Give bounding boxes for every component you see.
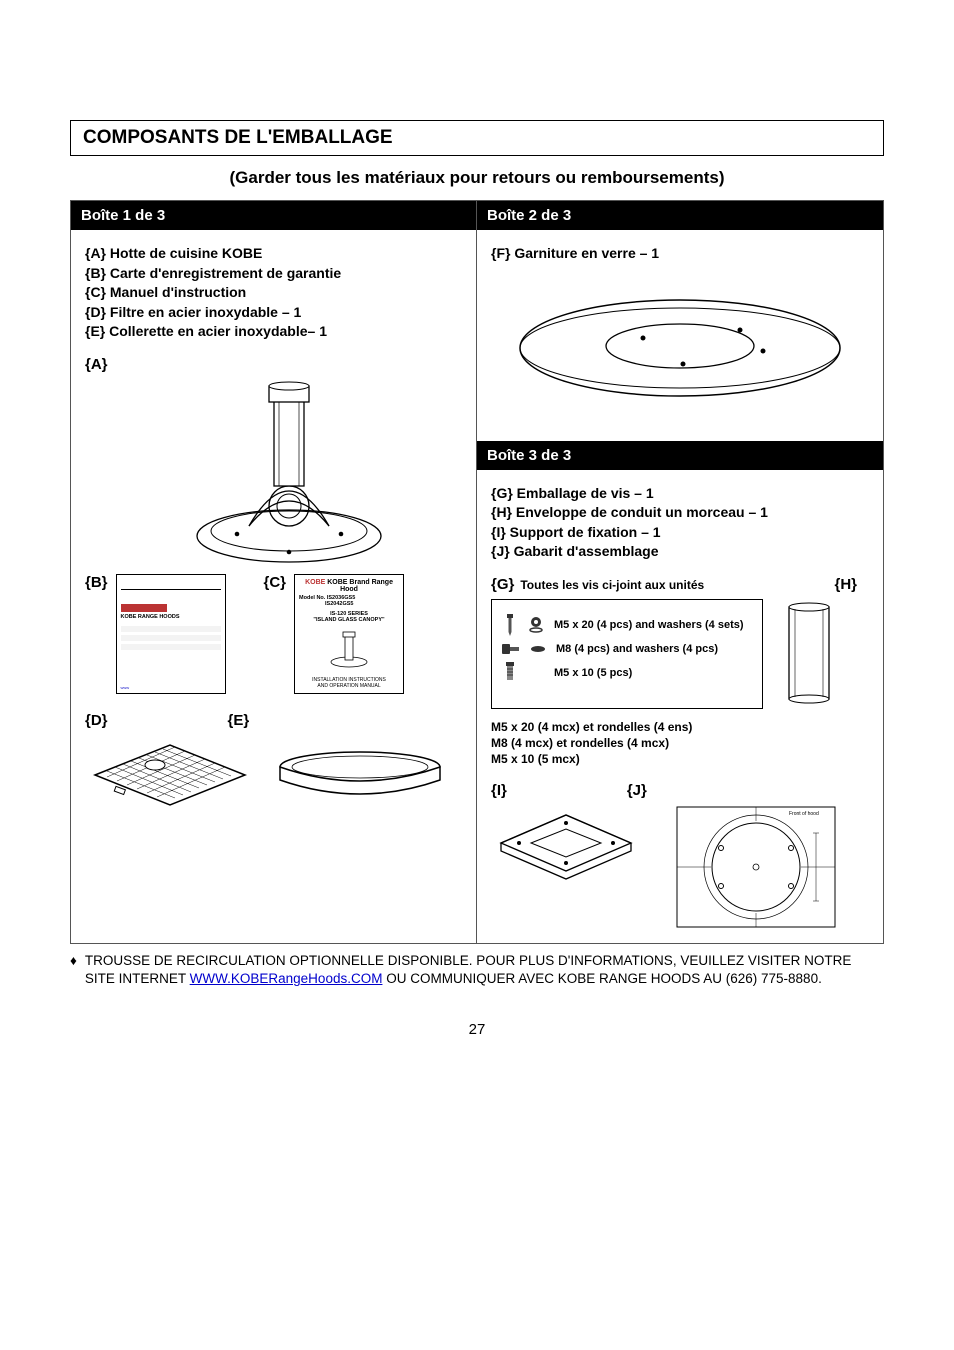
item-c: {C} Manuel d'instruction — [85, 283, 462, 303]
footnote: ♦ TROUSSE DE RECIRCULATION OPTIONNELLE D… — [70, 952, 884, 990]
duct-cover-illustration — [775, 599, 845, 709]
item-j: {J} Gabarit d'assemblage — [491, 542, 869, 562]
manual-brand: KOBE — [305, 579, 325, 586]
spec-l2: M8 (4 mcx) et rondelles (4 mcx) — [491, 735, 869, 751]
box3-header: Boîte 3 de 3 — [477, 441, 883, 470]
g-caption: Toutes les vis ci-joint aux unités — [520, 578, 704, 592]
glass-illustration — [515, 288, 845, 408]
bullet-icon: ♦ — [70, 952, 77, 990]
section-title: COMPOSANTS DE L'EMBALLAGE — [83, 127, 871, 149]
label-e: {E} — [228, 712, 250, 729]
footnote-text: TROUSSE DE RECIRCULATION OPTIONNELLE DIS… — [85, 952, 884, 990]
screw-line1: M5 x 20 (4 pcs) and washers (4 sets) — [554, 619, 744, 631]
footnote-t2: OU COMMUNIQUER AVEC KOBE RANGE HOODS AU … — [382, 971, 821, 986]
page: COMPOSANTS DE L'EMBALLAGE (Garder tous l… — [0, 0, 954, 1078]
warranty-card: KOBE RANGE HOODS www — [116, 574, 226, 694]
item-b: {B} Carte d'enregistrement de garantie — [85, 264, 462, 284]
i-j-figures: Front of hood — [491, 803, 869, 933]
label-a: {A} — [85, 356, 108, 373]
manual-model2: IS2042GS5 — [299, 601, 399, 607]
col-right: Boîte 2 de 3 {F} Garniture en verre – 1 — [477, 201, 883, 943]
screw-line2: M8 (4 pcs) and washers (4 pcs) — [556, 643, 718, 655]
template-label: Front of hood — [789, 811, 819, 817]
figure-bc-row: {B} KOBE RANGE HOODS www {C} KOBE KOBE B — [85, 574, 462, 694]
box1-body: {A} Hotte de cuisine KOBE {B} Carte d'en… — [71, 230, 476, 825]
screw-row-1: M5 x 20 (4 pcs) and washers (4 sets) — [502, 614, 752, 636]
box3-items: {G} Emballage de vis – 1 {H} Enveloppe d… — [491, 484, 869, 562]
manual-hood-icon — [329, 630, 369, 670]
page-number: 27 — [70, 1021, 884, 1038]
box1-items: {A} Hotte de cuisine KOBE {B} Carte d'en… — [85, 244, 462, 342]
figure-de-labels: {D} {E} — [85, 712, 462, 729]
label-h: {H} — [834, 576, 857, 593]
screw-icon — [502, 614, 518, 636]
box2-items: {F} Garniture en verre – 1 — [491, 244, 869, 264]
washer-icon — [528, 617, 544, 633]
collar-illustration — [275, 745, 445, 805]
subtitle: (Garder tous les matériaux pour retours … — [70, 168, 884, 188]
warranty-brand: KOBE RANGE HOODS — [121, 614, 221, 620]
box2-body: {F} Garniture en verre – 1 — [477, 230, 883, 441]
manual-type: "ISLAND GLASS CANOPY" — [299, 617, 399, 623]
item-h: {H} Enveloppe de conduit un morceau – 1 — [491, 503, 869, 523]
screw-row-2: M8 (4 pcs) and washers (4 pcs) — [502, 642, 752, 656]
screw-spec-fr: M5 x 20 (4 mcx) et rondelles (4 ens) M8 … — [491, 719, 869, 768]
label-d: {D} — [85, 712, 108, 729]
section-title-box: COMPOSANTS DE L'EMBALLAGE — [70, 120, 884, 156]
template-illustration: Front of hood — [671, 803, 841, 933]
spec-l1: M5 x 20 (4 mcx) et rondelles (4 ens) — [491, 719, 869, 735]
box3-body: {G} Emballage de vis – 1 {H} Enveloppe d… — [477, 470, 883, 943]
bolt-icon — [502, 642, 520, 656]
g-h-row: {G} Toutes les vis ci-joint aux unités {… — [491, 576, 869, 593]
item-d: {D} Filtre en acier inoxydable – 1 — [85, 303, 462, 323]
screws-box: M5 x 20 (4 pcs) and washers (4 sets) M8 … — [491, 599, 763, 709]
filter-illustration — [85, 735, 255, 815]
package-grid: Boîte 1 de 3 {A} Hotte de cuisine KOBE {… — [70, 200, 884, 944]
manual-footer2: AND OPERATION MANUAL — [299, 683, 399, 689]
col-box1: Boîte 1 de 3 {A} Hotte de cuisine KOBE {… — [71, 201, 477, 943]
washer2-icon — [530, 644, 546, 654]
item-i: {I} Support de fixation – 1 — [491, 523, 869, 543]
screw-row-3: M5 x 10 (5 pcs) — [502, 662, 752, 684]
manual-card: KOBE KOBE Brand Range Hood Model No. IS2… — [294, 574, 404, 694]
label-c: {C} — [264, 574, 287, 591]
figure-a-row: {A} — [85, 356, 462, 566]
label-i: {I} — [491, 782, 507, 799]
label-g: {G} — [491, 576, 514, 593]
box1-header: Boîte 1 de 3 — [71, 201, 476, 230]
item-e: {E} Collerette en acier inoxydable– 1 — [85, 322, 462, 342]
box2-header: Boîte 2 de 3 — [477, 201, 883, 230]
label-b: {B} — [85, 574, 108, 591]
manual-brand-sub: KOBE Brand Range Hood — [327, 579, 393, 593]
screw2-icon — [502, 662, 518, 684]
spec-l3: M5 x 10 (5 mcx) — [491, 751, 869, 767]
item-f: {F} Garniture en verre – 1 — [491, 244, 869, 264]
hood-illustration — [116, 356, 462, 566]
bracket-illustration — [491, 803, 641, 883]
item-a: {A} Hotte de cuisine KOBE — [85, 244, 462, 264]
figure-de-row — [85, 735, 462, 815]
glass-figure-wrap — [491, 288, 869, 413]
label-j: {J} — [627, 782, 647, 799]
item-g: {G} Emballage de vis – 1 — [491, 484, 869, 504]
i-j-labels: {I} {J} — [491, 782, 869, 799]
g-h-content: M5 x 20 (4 pcs) and washers (4 sets) M8 … — [491, 599, 869, 709]
screw-line3: M5 x 10 (5 pcs) — [554, 667, 632, 679]
footnote-link[interactable]: WWW.KOBERangeHoods.COM — [190, 971, 383, 986]
